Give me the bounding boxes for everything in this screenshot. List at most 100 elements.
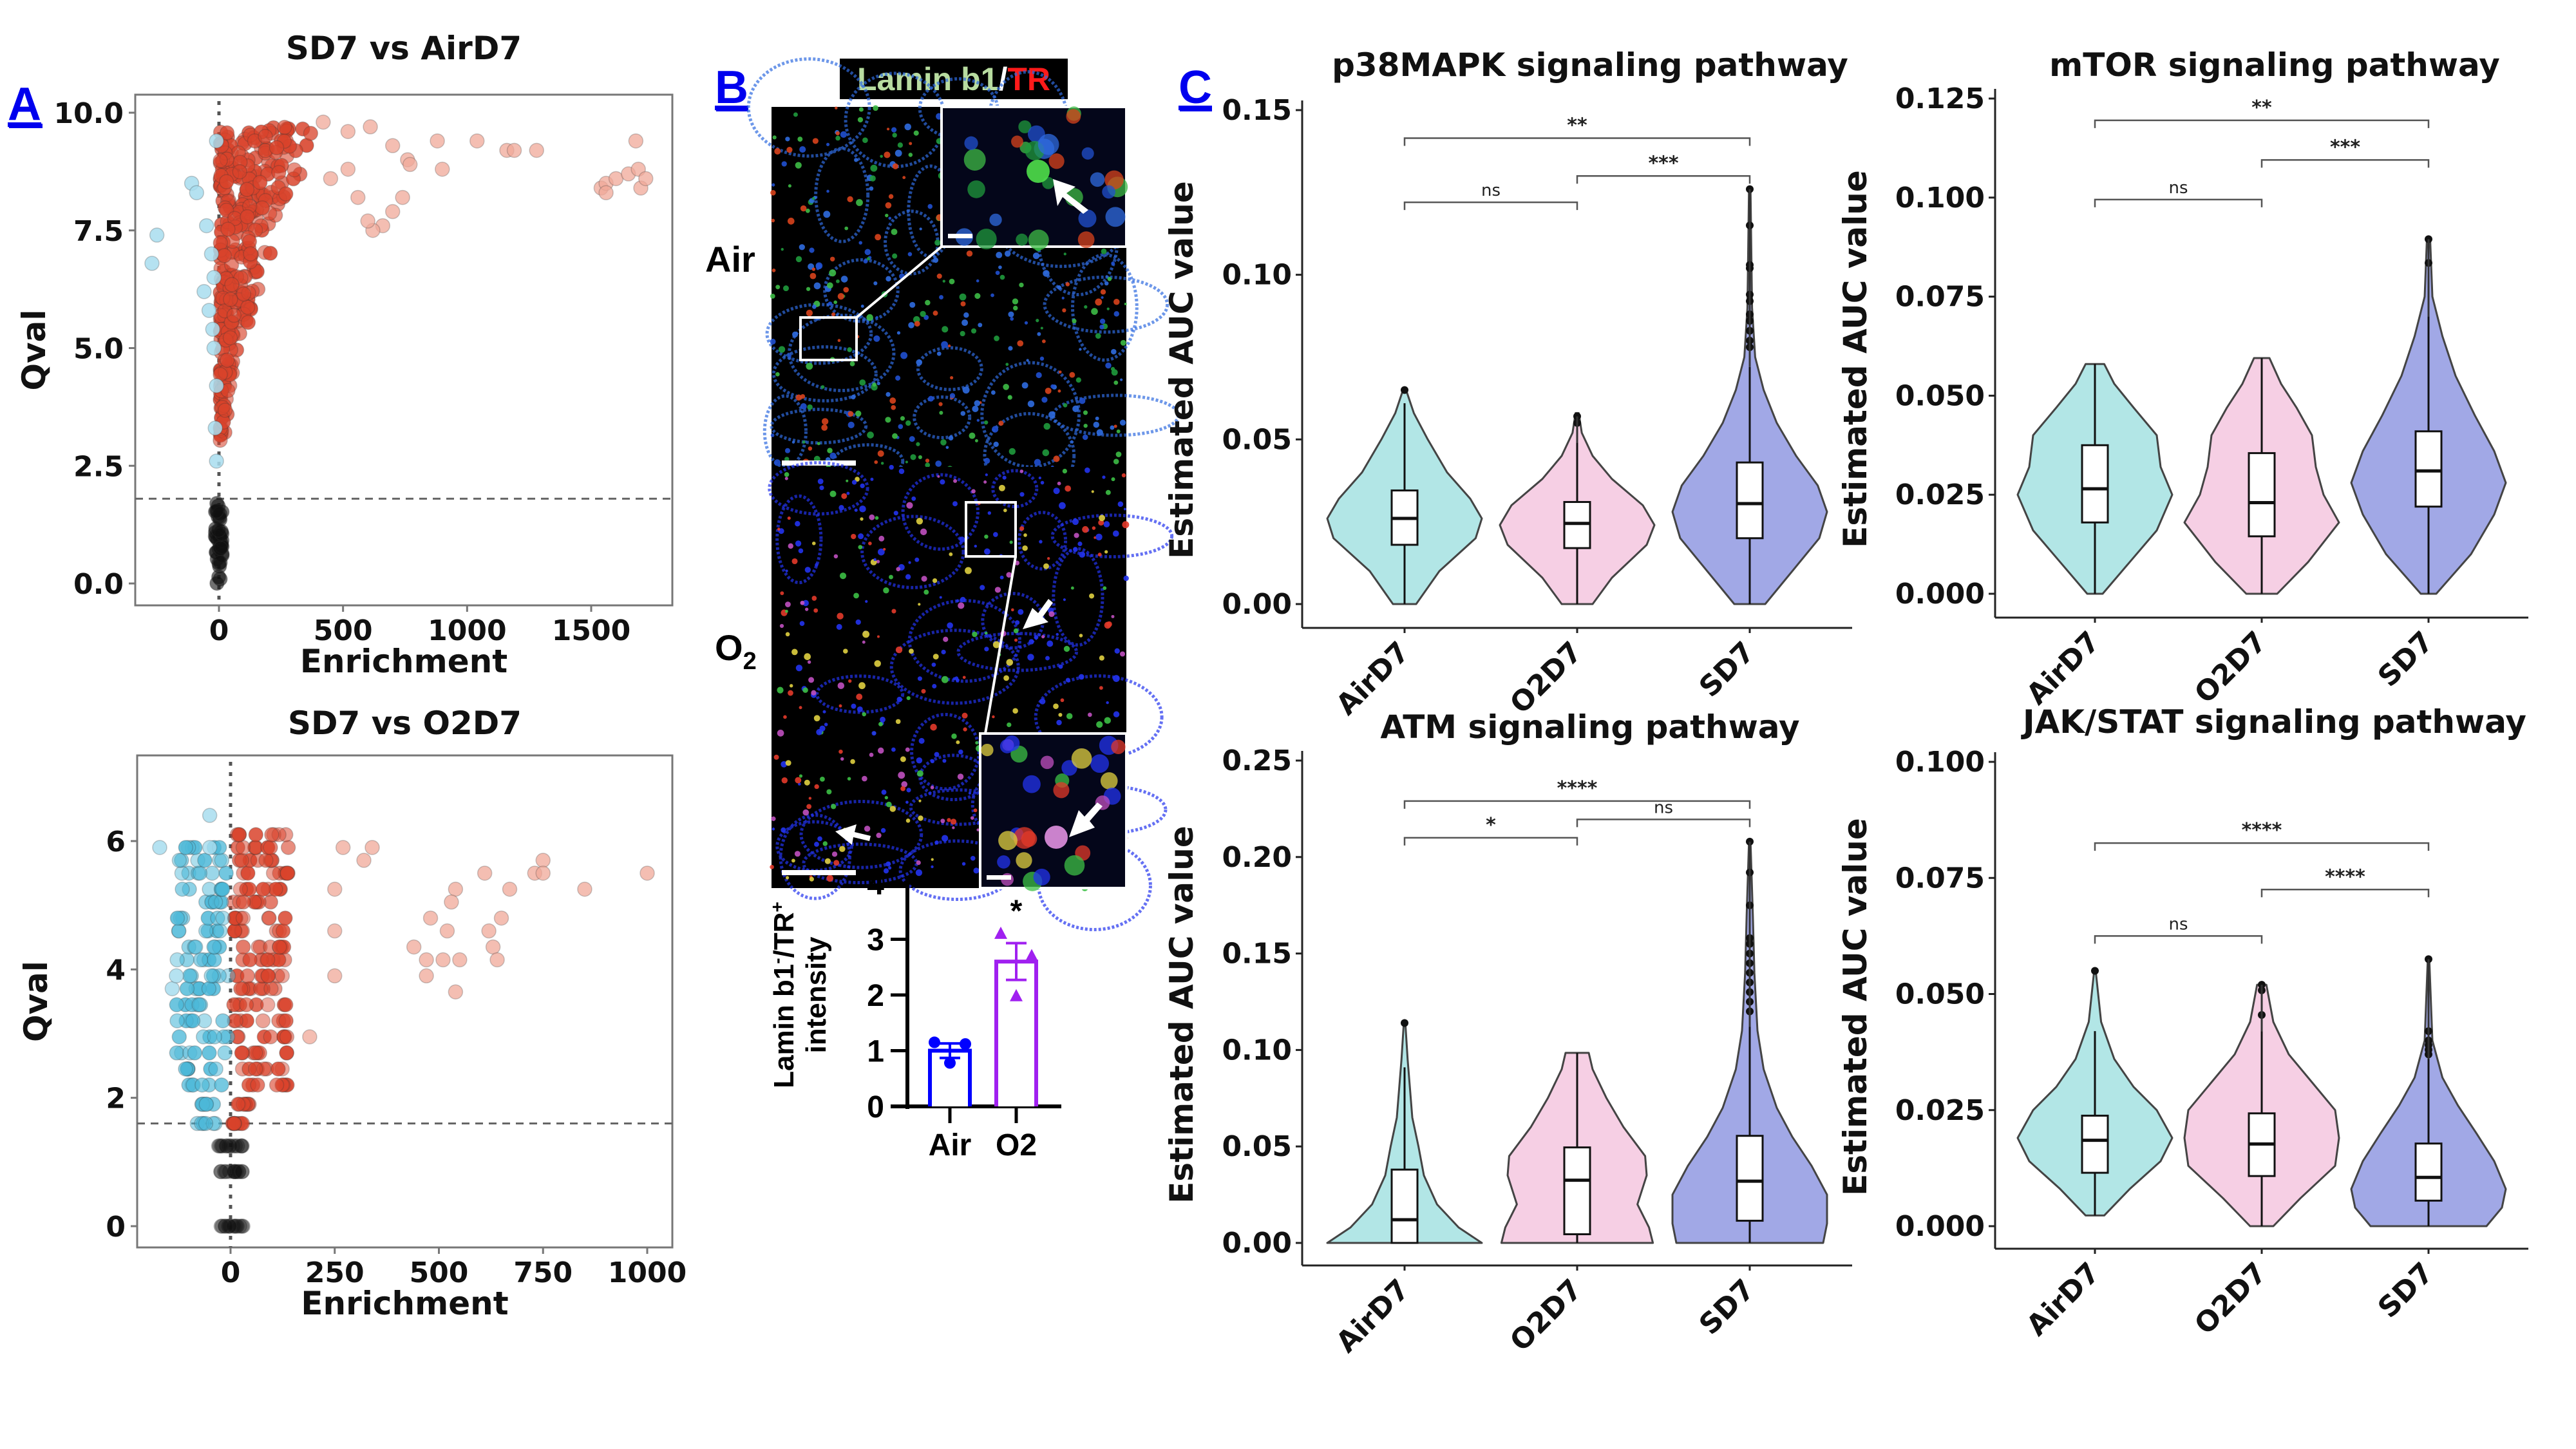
point-up <box>223 292 238 307</box>
cell-nucleus <box>846 491 850 495</box>
y-tick-label: 2 <box>106 1083 126 1115</box>
y-tick-label: 0 <box>106 1211 126 1244</box>
point-up-sparse <box>422 910 439 926</box>
cell-nucleus <box>934 840 939 845</box>
cell-nucleus <box>784 601 791 607</box>
cell-nucleus <box>902 176 906 180</box>
cell-nucleus <box>1004 251 1011 257</box>
cell-nucleus <box>806 309 813 317</box>
significance-label: ** <box>1567 114 1587 137</box>
cell-nucleus <box>799 706 802 710</box>
point-up <box>240 299 256 315</box>
cell-nucleus <box>814 842 819 847</box>
cell-nucleus <box>900 786 905 791</box>
point-up <box>234 853 250 868</box>
cell-nucleus <box>1084 305 1088 309</box>
point-down <box>208 1061 223 1077</box>
cell-nucleus <box>970 816 974 820</box>
cell-nucleus <box>838 704 842 708</box>
selection-box <box>799 316 858 361</box>
cell-nucleus <box>835 106 838 109</box>
cell-nucleus <box>1079 634 1083 638</box>
point-down <box>187 939 204 955</box>
cell-nucleus <box>862 640 866 644</box>
y-tick-label: 4 <box>867 867 884 902</box>
cell-nucleus <box>799 774 803 778</box>
cell-nucleus <box>889 806 896 812</box>
cell-nucleus <box>1106 307 1110 310</box>
cell-nucleus <box>814 784 819 790</box>
point-up <box>263 1029 278 1045</box>
cell-nucleus <box>817 442 820 446</box>
point-up <box>247 1061 263 1077</box>
cell-nucleus <box>960 596 966 603</box>
cell-nucleus <box>1028 639 1034 645</box>
cell-nucleus <box>870 164 878 172</box>
x-axis-label: Enrichment <box>300 643 507 680</box>
cell-nucleus <box>1003 675 1009 681</box>
cell-nucleus <box>916 860 921 866</box>
cell-nucleus <box>827 448 833 453</box>
cell-nucleus <box>984 647 989 652</box>
cell-nucleus <box>1079 397 1086 404</box>
cell-nucleus <box>1079 551 1086 558</box>
point-ns <box>219 1138 234 1154</box>
inset-cell <box>1018 120 1032 133</box>
cell-nucleus <box>874 460 878 464</box>
point-ns <box>211 522 227 538</box>
cell-nucleus <box>984 457 990 464</box>
data-points <box>144 114 654 591</box>
cell-nucleus <box>940 479 945 485</box>
alveolar-wall <box>860 515 965 589</box>
cell-nucleus <box>905 800 909 804</box>
point-up <box>261 910 277 926</box>
point-up <box>303 126 319 141</box>
row-label-o: O <box>715 627 743 668</box>
cell-nucleus <box>820 777 825 782</box>
cell-nucleus <box>1063 645 1070 652</box>
point-up <box>228 1013 243 1028</box>
point-ns <box>229 1164 245 1180</box>
cell-nucleus <box>1046 556 1050 560</box>
cell-nucleus <box>1099 318 1106 325</box>
stain-legend-tr: TR <box>1007 61 1050 97</box>
point-up <box>232 164 248 180</box>
point-up-sparse <box>327 968 343 984</box>
point-up <box>220 222 236 237</box>
tissue-network <box>768 461 1174 931</box>
alveolar-wall <box>1018 511 1068 571</box>
point-ns <box>222 1138 237 1154</box>
point-ns <box>234 1164 250 1180</box>
cell-nucleus <box>984 548 990 555</box>
cell-nucleus <box>805 208 810 213</box>
cell-nucleus <box>1084 467 1090 473</box>
cell-nucleus <box>1009 540 1013 544</box>
point-down <box>174 853 189 868</box>
cell-nucleus <box>956 599 960 603</box>
cell-nucleus <box>791 331 799 337</box>
cell-nucleus <box>948 435 954 441</box>
significance-bracket <box>1403 137 1751 146</box>
alveolar-wall <box>1052 393 1180 437</box>
cell-nucleus <box>807 404 813 410</box>
cell-nucleus <box>771 816 776 821</box>
point-ns <box>222 1218 238 1234</box>
cell-nucleus <box>892 253 898 259</box>
point-up-sparse <box>327 882 343 897</box>
point-up-sparse <box>384 138 401 153</box>
point-ns <box>234 1218 250 1234</box>
cell-nucleus <box>1058 370 1062 374</box>
point-up <box>274 968 290 984</box>
cell-nucleus <box>958 602 965 609</box>
cell-nucleus <box>1103 586 1107 591</box>
cell-nucleus <box>974 293 981 299</box>
point-ns <box>231 1164 247 1180</box>
x-tick-label: SD7 <box>2372 625 2440 694</box>
cell-nucleus <box>947 818 951 822</box>
cell-nucleus <box>1026 359 1029 362</box>
cell-nucleus <box>791 649 798 656</box>
point-down <box>185 1013 201 1028</box>
x-tick-label: SD7 <box>2372 1256 2440 1325</box>
point-up <box>265 866 281 881</box>
